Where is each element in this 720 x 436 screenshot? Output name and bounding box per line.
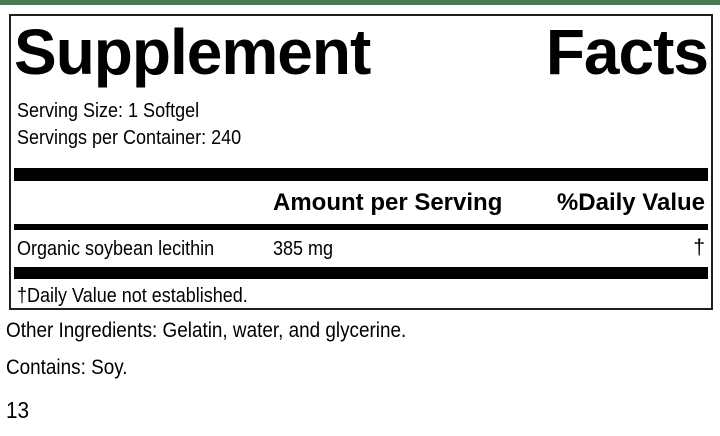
amount-per-serving-header: Amount per Serving xyxy=(273,188,503,216)
servings-per-container-text: Servings per Container: 240 xyxy=(17,127,242,149)
other-ingredients-text: Other Ingredients: Gelatin, water, and g… xyxy=(6,319,407,342)
supplement-facts-panel: Supplement Facts Serving Size: 1 Softgel… xyxy=(9,14,713,310)
serving-size-text: Serving Size: 1 Softgel xyxy=(17,100,200,122)
title-word-supplement: Supplement xyxy=(14,16,371,88)
ingredient-row: Organic soybean lecithin 385 mg † xyxy=(14,230,708,267)
ingredient-daily-value: † xyxy=(693,236,705,259)
contains-line: Contains: Soy. xyxy=(6,356,141,380)
thick-rule-bottom xyxy=(14,267,708,279)
footnote-line: †Daily Value not established. xyxy=(17,279,708,309)
thick-rule-top xyxy=(14,168,708,181)
ingredient-name: Organic soybean lecithin xyxy=(17,238,215,260)
contains-text: Contains: Soy. xyxy=(6,356,128,379)
title-word-facts: Facts xyxy=(545,16,709,88)
daily-value-header: %Daily Value xyxy=(556,188,705,216)
mid-rule xyxy=(14,224,708,230)
footnote-text: †Daily Value not established. xyxy=(17,285,248,307)
panel-title: Supplement Facts xyxy=(14,16,709,88)
column-header-row: Amount per Serving %Daily Value xyxy=(14,181,708,224)
serving-size-line: Serving Size: 1 Softgel xyxy=(17,98,708,125)
servings-per-container-line: Servings per Container: 240 xyxy=(17,125,708,152)
page-number: 13 xyxy=(6,398,32,422)
top-accent-bar xyxy=(0,0,720,5)
ingredient-amount: 385 mg xyxy=(273,238,334,260)
other-ingredients-line: Other Ingredients: Gelatin, water, and g… xyxy=(6,319,451,343)
page-number-text: 13 xyxy=(6,397,30,423)
